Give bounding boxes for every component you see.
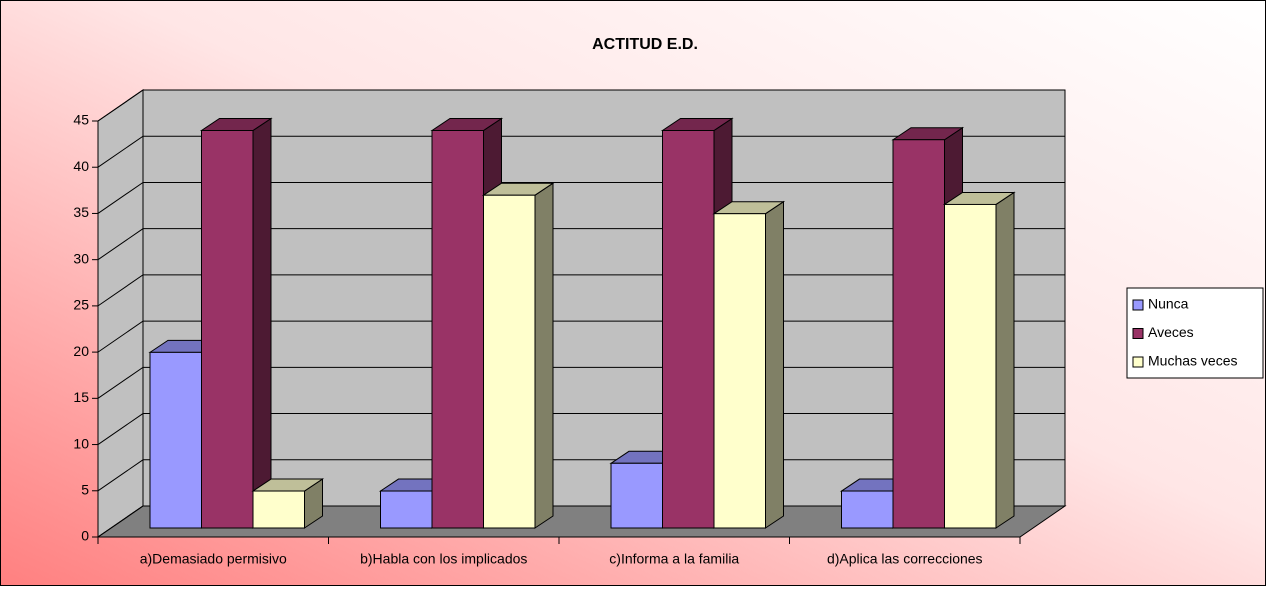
legend-label: Aveces — [1148, 324, 1194, 340]
bar-side — [252, 117, 272, 529]
legend-swatch — [1132, 299, 1144, 311]
legend-label: Nunca — [1148, 296, 1189, 312]
bar — [944, 203, 997, 529]
bar — [149, 351, 202, 529]
y-tick-label: 45 — [73, 112, 89, 128]
x-tick-label: d)Aplica las correcciones — [827, 551, 983, 567]
grid-line — [97, 89, 1065, 122]
bar — [610, 462, 663, 529]
y-tick-label: 30 — [73, 250, 89, 266]
bar-side — [534, 182, 554, 529]
y-tick-label: 25 — [73, 297, 89, 313]
bar-side — [995, 191, 1015, 529]
y-tick-label: 20 — [73, 343, 89, 359]
bar-side — [765, 200, 784, 529]
y-tick-label: 0 — [81, 528, 89, 544]
x-tick-label: a)Demasiado permisivo — [140, 551, 287, 567]
y-tick-label: 35 — [73, 204, 89, 220]
legend-label: Muchas veces — [1148, 353, 1237, 369]
bar — [841, 490, 894, 529]
legend-swatch — [1132, 356, 1144, 368]
bar — [713, 213, 766, 529]
side-wall — [97, 89, 144, 538]
legend-swatch — [1132, 328, 1144, 339]
y-tick-label: 40 — [73, 158, 89, 174]
bar — [483, 194, 536, 529]
y-tick-label: 15 — [73, 389, 89, 405]
y-tick-label: 10 — [73, 435, 89, 451]
grid-line — [97, 181, 1065, 214]
bar — [201, 129, 254, 529]
chart-title: ACTITUD E.D. — [592, 36, 698, 53]
x-tick-label: b)Habla con los implicados — [360, 551, 527, 567]
bar — [431, 129, 484, 529]
bar — [662, 129, 715, 529]
legend — [1126, 287, 1264, 379]
y-tick-label: 5 — [81, 481, 89, 497]
bar — [892, 139, 945, 529]
grid-line — [97, 135, 1065, 168]
bar — [252, 490, 305, 529]
x-tick-label: c)Informa a la familia — [609, 551, 739, 567]
bar — [380, 490, 433, 529]
